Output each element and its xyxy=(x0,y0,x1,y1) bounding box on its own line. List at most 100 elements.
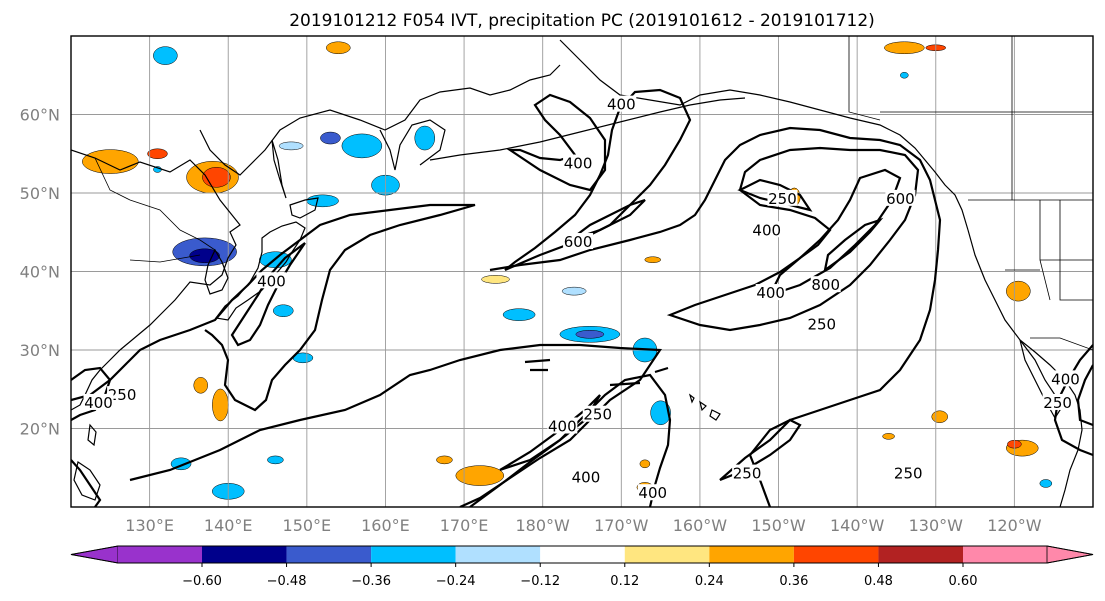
lon-tick-label: 140°W xyxy=(830,516,885,535)
precip-light-negative-region xyxy=(278,141,304,151)
precip-positive-region xyxy=(193,377,208,394)
precip-negative-core xyxy=(189,248,220,264)
ivt-contour-400-jp xyxy=(230,242,306,347)
contour-label: 250 xyxy=(108,386,137,404)
contour-label-bg xyxy=(767,189,798,206)
colorbar-segment xyxy=(455,546,541,563)
lat-tick-label: 40°N xyxy=(20,263,60,282)
coastline-hawaii xyxy=(688,393,721,421)
contour-label: 400 xyxy=(548,418,577,436)
colorbar-tick-label: −0.12 xyxy=(520,574,560,589)
colorbar-segment xyxy=(540,546,625,563)
colorbar-segment xyxy=(371,546,456,563)
colorbar-segment xyxy=(624,546,710,563)
colorbar-segment xyxy=(878,546,963,563)
ivt-contour-outer-250 xyxy=(129,126,942,507)
contour-label: 400 xyxy=(752,221,781,239)
colorbar-tick-label: 0.36 xyxy=(779,574,808,589)
lon-tick-label: 140°E xyxy=(204,516,253,535)
contour-label: 250 xyxy=(733,465,762,483)
precip-negative-region xyxy=(900,72,909,79)
precip-negative-region xyxy=(153,46,178,65)
contour-label: 400 xyxy=(756,284,785,302)
ivt-contour-small-dashes xyxy=(524,358,669,387)
contour-label: 600 xyxy=(564,233,593,251)
map-frame xyxy=(70,35,1094,508)
colorbar-segment xyxy=(202,546,287,563)
colorbar-outline xyxy=(70,545,1094,564)
colorbar-tick-label: −0.36 xyxy=(351,574,391,589)
contour-label-bg xyxy=(810,276,841,293)
contour-label-bg xyxy=(582,405,613,422)
contour-label: 800 xyxy=(811,276,840,294)
ivt-contour-central-400 xyxy=(504,88,692,272)
contour-label: 250 xyxy=(894,465,923,483)
colorbar-segment xyxy=(286,546,372,563)
contour-label-bg xyxy=(1042,393,1073,410)
contour-label: 600 xyxy=(886,190,915,208)
lat-tick-label: 20°N xyxy=(20,420,60,439)
precip-positive-region xyxy=(639,459,651,469)
colorbar-tick-label: 0.12 xyxy=(610,574,639,589)
contour-label-bg xyxy=(83,393,114,410)
contour-label: 400 xyxy=(638,484,667,502)
border-china xyxy=(94,157,216,263)
precip-negative-region xyxy=(341,133,383,159)
contour-label-bg xyxy=(1050,370,1081,387)
lon-tick-label: 150°E xyxy=(283,516,332,535)
precip-negative-region xyxy=(650,400,671,426)
colorbar-tick-label: 0.60 xyxy=(949,574,978,589)
ivt-contour-south-400 xyxy=(469,373,672,507)
precip-positive-region xyxy=(884,41,925,55)
lon-tick-label: 120°W xyxy=(987,516,1042,535)
precip-positive-region xyxy=(1006,280,1031,302)
precip-positive-core xyxy=(147,148,168,159)
colorbar-segment xyxy=(118,546,202,563)
contour-label-bg xyxy=(755,284,786,301)
colorbar-segment xyxy=(709,546,794,563)
colorbar-extend-min xyxy=(70,545,119,564)
contour-label-bg xyxy=(563,233,594,250)
contour-label-bg xyxy=(751,221,782,238)
contour-label: 400 xyxy=(564,155,593,173)
figure-title: 2019101212 F054 IVT, precipitation PC (2… xyxy=(289,11,875,31)
coastline-sakhalin xyxy=(271,139,287,199)
precip-negative-region xyxy=(502,308,536,321)
lon-tick-label: 160°W xyxy=(673,516,728,535)
contour-label-bg xyxy=(893,464,924,481)
precip-negative-core xyxy=(575,330,605,339)
precip-negative-region xyxy=(267,455,284,465)
precip-positive-region xyxy=(436,455,453,465)
coastline-asia xyxy=(71,149,241,411)
border-alaska-canada xyxy=(848,36,881,121)
coastline-taiwan xyxy=(87,423,97,447)
colorbar-tick-label: 0.24 xyxy=(695,574,724,589)
precip-negative-region xyxy=(273,304,294,317)
ivt-contour-east-800 xyxy=(823,217,884,273)
ivt-contour-central-600 xyxy=(569,198,646,242)
latitude-labels: 60°N 50°N 40°N 30°N 20°N xyxy=(20,106,60,439)
coastline-kamchatka xyxy=(379,119,446,171)
ivt-contour-central-250-outer xyxy=(506,93,607,192)
contour-label-bg xyxy=(806,315,837,332)
precip-light-negative-region xyxy=(561,286,587,296)
contour-label: 400 xyxy=(607,96,636,114)
colorbar-tick-label: −0.24 xyxy=(436,574,476,589)
contour-label-bg xyxy=(732,464,763,481)
lon-tick-label: 150°W xyxy=(751,516,806,535)
precip-positive-region xyxy=(455,465,505,486)
contour-label-bg xyxy=(570,468,601,485)
lon-tick-label: 170°W xyxy=(594,516,649,535)
contour-label: 400 xyxy=(1051,370,1080,388)
contour-label-bg xyxy=(637,484,668,501)
contour-label: 400 xyxy=(84,394,113,412)
border-us-mexico xyxy=(1030,337,1093,351)
coastline-siberia xyxy=(199,64,561,176)
precip-positive-region xyxy=(882,433,895,440)
contour-label-bg xyxy=(563,154,594,171)
colorbar-tick-label: 0.48 xyxy=(864,574,893,589)
precip-negative-region xyxy=(306,194,339,208)
